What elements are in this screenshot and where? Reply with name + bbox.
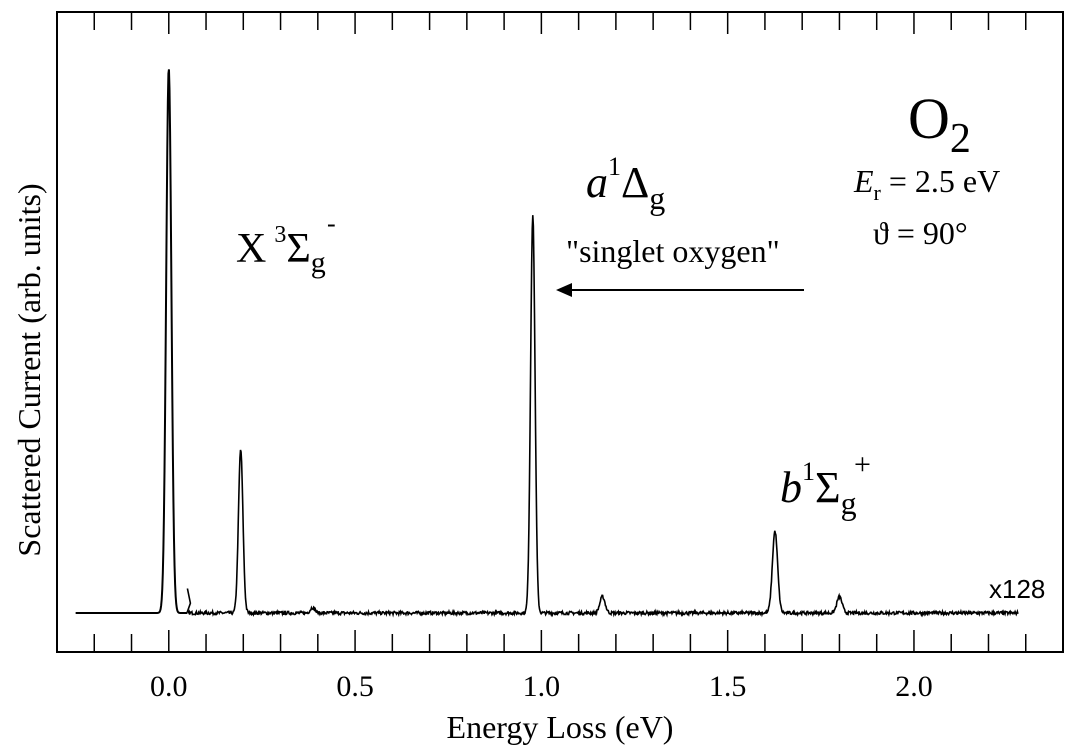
state-label-x: X 3Σg xyxy=(236,222,326,279)
singlet-arrow-head xyxy=(556,283,572,297)
residual-energy-label: Er = 2.5 eV xyxy=(853,163,1000,205)
x-axis-title: Energy Loss (eV) xyxy=(447,709,674,745)
species-label: O2 xyxy=(908,86,971,162)
x-tick-label: 1.0 xyxy=(523,670,561,703)
spectrum-line-main xyxy=(75,69,188,614)
state-label-b-superscript: + xyxy=(854,448,871,481)
singlet-oxygen-label: "singlet oxygen" xyxy=(566,233,780,269)
state-label-x-superscript: - xyxy=(327,209,336,238)
y-axis-title: Scattered Current (arb. units) xyxy=(11,183,47,556)
state-label-a: a1Δg xyxy=(586,152,665,216)
x-axis-tick-labels: 0.0 0.5 1.0 1.5 2.0 xyxy=(150,670,933,703)
x-tick-label: 0.5 xyxy=(336,670,374,703)
x-axis-ticks xyxy=(56,12,1064,652)
spectrum-line-x128 xyxy=(186,215,1019,618)
scale-factor-label: x128 xyxy=(989,574,1045,604)
scattering-angle-label: ϑ = 90° xyxy=(873,215,968,251)
x-tick-label: 2.0 xyxy=(895,670,933,703)
state-label-b: b1Σg xyxy=(780,457,857,521)
x-tick-label: 0.0 xyxy=(150,670,188,703)
x-tick-label: 1.5 xyxy=(709,670,747,703)
plot-frame xyxy=(56,11,1064,653)
